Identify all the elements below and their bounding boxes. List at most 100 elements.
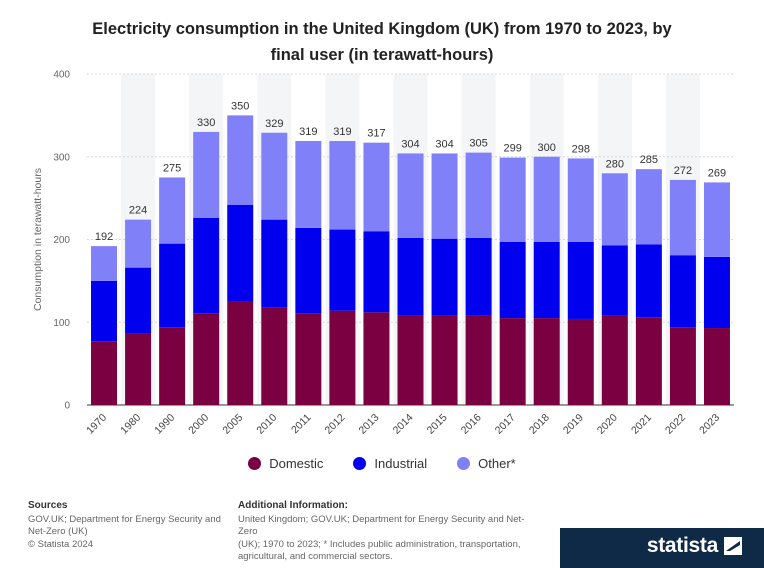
data-label: 319 <box>299 126 317 138</box>
legend-label: Domestic <box>269 456 324 471</box>
data-label: 192 <box>95 231 113 243</box>
bar-segment-domestic <box>91 341 118 405</box>
data-label: 280 <box>606 158 624 170</box>
x-tick-label: 2013 <box>357 412 382 437</box>
bar-segment-industrial <box>125 267 152 334</box>
data-label: 272 <box>674 165 692 177</box>
bar-segment-industrial <box>431 238 458 316</box>
x-tick-label: 2022 <box>663 412 688 437</box>
chart-canvas: 0 100 200 300 400 Consumption in terawatt-hou… <box>32 70 734 437</box>
bar-segment-domestic <box>567 318 594 405</box>
x-tick-label: 2023 <box>697 412 722 437</box>
legend-marker <box>457 457 471 470</box>
bar-segment-industrial <box>363 231 390 313</box>
bar-segment-other <box>635 169 662 245</box>
y-axis-label: Consumption in terawatt-hours <box>32 168 44 311</box>
x-tick-label: 2019 <box>561 412 586 437</box>
chart-legend: Domestic Industrial Other* <box>0 456 764 471</box>
legend-item[interactable]: Industrial <box>353 456 427 471</box>
statista-logo-icon <box>724 537 742 555</box>
data-label: 285 <box>640 154 658 166</box>
y-tick-label: 200 <box>53 235 70 246</box>
data-label: 330 <box>197 117 215 129</box>
legend-marker <box>248 457 262 470</box>
y-tick-label: 400 <box>53 70 70 81</box>
bar-segment-domestic <box>431 315 458 405</box>
x-tick-label: 1990 <box>152 412 177 437</box>
data-label: 299 <box>503 143 521 155</box>
bar-segment-industrial <box>193 217 220 314</box>
bar-segment-industrial <box>397 237 424 316</box>
x-tick-label: 2011 <box>289 412 314 437</box>
bar-segment-industrial <box>227 204 254 302</box>
bar-segment-other <box>397 153 424 238</box>
x-tick-label: 2010 <box>254 412 279 437</box>
x-tick-label: 2000 <box>186 412 211 437</box>
x-tick-label: 2016 <box>459 412 484 437</box>
bar-segment-other <box>431 153 458 239</box>
chart-title-line-2: final user (in terawatt-hours) <box>270 46 494 64</box>
bar-segment-other <box>363 142 390 232</box>
bar-segment-domestic <box>329 310 356 405</box>
x-tick-label: 2015 <box>425 412 450 437</box>
bar-segment-domestic <box>397 315 424 405</box>
data-label: 350 <box>231 100 249 112</box>
bar-segment-domestic <box>295 313 322 405</box>
data-label: 304 <box>401 138 419 150</box>
y-tick-label: 100 <box>53 318 70 329</box>
bar-segment-other <box>329 141 356 230</box>
legend-item[interactable]: Domestic <box>248 456 323 471</box>
legend-item[interactable]: Other* <box>457 456 516 471</box>
sources-line: Net-Zero (UK) <box>28 526 88 537</box>
bar-segment-industrial <box>159 243 186 328</box>
bar-segment-other <box>159 177 186 244</box>
data-label: 269 <box>708 167 726 179</box>
sources-block: Sources GOV.UK; Department for Energy Se… <box>28 500 228 551</box>
bar-segment-domestic <box>363 312 390 405</box>
additional-info-block: Additional Information: United Kingdom; … <box>238 500 538 564</box>
bar-segment-industrial <box>567 241 594 319</box>
additional-info-line: United Kingdom; GOV.UK; Department for E… <box>238 513 525 538</box>
bar-segment-industrial <box>295 227 322 314</box>
x-tick-label: 2005 <box>220 412 245 437</box>
bar-segment-domestic <box>465 315 492 405</box>
data-label: 329 <box>265 118 283 130</box>
bar-segment-domestic <box>601 315 628 405</box>
bar-segment-industrial <box>601 245 628 316</box>
bar-segment-domestic <box>125 333 152 405</box>
bar-segment-other <box>227 115 254 205</box>
bar-segment-industrial <box>669 255 696 328</box>
bar-segment-other <box>125 219 152 268</box>
x-tick-label: 2014 <box>391 412 416 437</box>
chart-title-line-1: Electricity consumption in the United Ki… <box>92 20 672 38</box>
bar-segment-industrial <box>635 244 662 318</box>
data-label: 304 <box>435 138 453 150</box>
data-label: 275 <box>163 162 181 174</box>
sources-line: GOV.UK; Department for Energy Security a… <box>28 513 221 525</box>
bar-segment-other <box>601 173 628 246</box>
bar-segment-industrial <box>499 241 526 319</box>
bar-segment-other <box>533 156 560 242</box>
bar-segment-other <box>295 141 322 228</box>
bar-segment-domestic <box>227 301 254 405</box>
bar-segment-domestic <box>261 307 288 405</box>
brand-name: statista <box>646 534 718 557</box>
y-tick-label: 0 <box>64 401 70 412</box>
bar-segment-domestic <box>669 327 696 405</box>
bar-segment-other <box>499 157 526 242</box>
data-label: 300 <box>538 142 556 154</box>
bar-segment-other <box>193 131 220 218</box>
x-tick-label: 2020 <box>595 412 620 437</box>
data-label: 319 <box>333 126 351 138</box>
data-label: 305 <box>469 138 487 150</box>
bar-segment-other <box>703 182 730 257</box>
x-tick-label: 2018 <box>527 412 552 437</box>
y-tick-label: 300 <box>53 152 70 163</box>
bar-segment-other <box>465 152 492 238</box>
statista-logo[interactable]: statista <box>647 534 742 558</box>
bar-segment-industrial <box>465 237 492 316</box>
bar-segment-industrial <box>703 256 730 329</box>
bar-segment-industrial <box>261 219 288 308</box>
x-tick-label: 2012 <box>323 412 348 437</box>
additional-info-heading: Additional Information: <box>238 500 348 511</box>
